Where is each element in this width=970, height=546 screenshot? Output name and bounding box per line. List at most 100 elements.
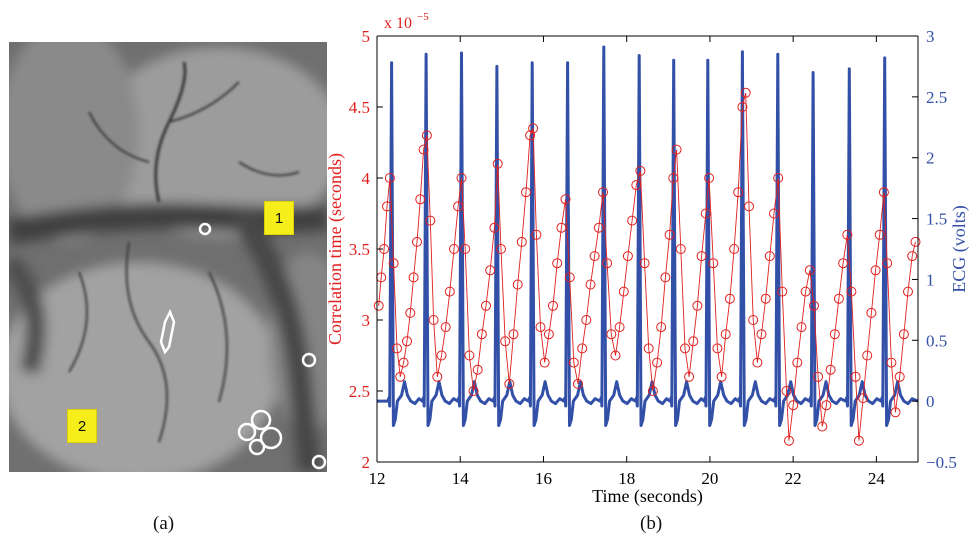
- correlation-point: [744, 201, 754, 212]
- correlation-point: [800, 286, 811, 297]
- correlation-point: [781, 386, 792, 396]
- correlation-point: [456, 173, 467, 183]
- correlation-point: [729, 244, 740, 254]
- correlation-point: [740, 87, 751, 98]
- correlation-point: [652, 357, 663, 368]
- y-left-exponent-superscript: −5: [417, 11, 429, 23]
- correlation-point: [535, 322, 546, 333]
- correlation-point: [521, 187, 531, 198]
- correlation-point: [464, 350, 475, 361]
- correlation-point: [512, 279, 523, 290]
- correlation-point: [589, 251, 600, 262]
- correlation-point: [878, 187, 889, 198]
- correlation-point: [886, 357, 897, 368]
- correlation-point: [516, 236, 527, 247]
- correlation-point: [539, 357, 550, 368]
- correlation-point: [472, 364, 483, 375]
- correlation-point: [684, 371, 695, 382]
- correlation-point: [639, 258, 650, 269]
- correlation-point: [696, 251, 707, 262]
- correlation-point: [618, 286, 629, 297]
- correlation-point: [903, 286, 913, 297]
- correlation-point: [846, 286, 857, 297]
- correlation-point: [890, 407, 901, 418]
- y-right-tick-label: 2.5: [926, 88, 947, 107]
- correlation-point: [593, 222, 604, 233]
- correlation-point: [643, 343, 654, 354]
- y-left-tick-label: 4.5: [349, 98, 370, 117]
- correlation-point: [737, 102, 748, 112]
- correlation-point: [792, 357, 803, 368]
- correlation-point: [656, 322, 667, 333]
- correlation-point: [622, 251, 633, 262]
- correlation-point: [598, 187, 608, 198]
- correlation-point: [392, 343, 402, 354]
- correlation-point: [829, 329, 840, 340]
- correlation-point: [796, 322, 807, 333]
- correlation-point: [556, 222, 567, 233]
- correlation-point: [421, 130, 432, 141]
- x-tick-label: 18: [618, 469, 635, 488]
- correlation-point: [476, 329, 487, 340]
- correlation-point: [631, 180, 642, 191]
- correlation-point: [692, 300, 703, 311]
- correlation-point: [720, 329, 731, 340]
- correlation-point: [564, 272, 575, 283]
- region-marker-1: 1: [264, 201, 294, 235]
- x-tick-label: 12: [369, 469, 386, 488]
- x-tick-label: 22: [785, 469, 802, 488]
- correlation-point: [647, 386, 658, 396]
- correlation-point: [492, 158, 503, 169]
- correlation-point: [408, 272, 419, 283]
- correlation-point: [708, 258, 719, 269]
- correlation-point: [716, 371, 727, 382]
- correlation-point: [894, 371, 905, 382]
- correlation-point: [635, 165, 646, 176]
- y-right-tick-label: 2: [926, 149, 935, 168]
- correlation-point: [440, 322, 451, 333]
- correlation-point: [700, 208, 711, 219]
- correlation-point: [838, 258, 849, 269]
- correlation-point: [504, 378, 515, 389]
- correlation-point: [853, 435, 864, 446]
- y-left-tick-label: 5: [362, 27, 371, 46]
- correlation-point: [436, 350, 447, 361]
- y-right-tick-label: 0.5: [926, 331, 947, 350]
- correlation-point: [752, 357, 763, 368]
- x-tick-label: 24: [868, 469, 886, 488]
- correlation-point: [627, 215, 638, 226]
- correlation-point: [866, 307, 877, 318]
- y-left-tick-label: 2.5: [349, 382, 370, 401]
- correlation-point: [382, 201, 392, 212]
- correlation-point: [614, 322, 625, 333]
- correlation-point: [675, 244, 686, 254]
- correlation-point: [773, 173, 784, 183]
- correlation-point: [850, 371, 861, 382]
- correlation-point: [531, 229, 542, 240]
- y-right-tick-label: −0.5: [926, 453, 957, 472]
- correlation-point: [432, 371, 443, 382]
- correlation-point: [384, 173, 395, 183]
- correlation-point: [748, 315, 759, 325]
- correlation-point: [842, 229, 853, 240]
- correlation-point: [402, 336, 412, 347]
- correlation-point: [585, 279, 596, 290]
- correlation-point: [468, 386, 479, 396]
- region-marker-2: 2: [67, 409, 97, 443]
- correlation-point: [606, 329, 617, 340]
- correlation-point: [907, 251, 918, 262]
- y-right-tick-label: 3: [926, 27, 935, 46]
- correlation-point: [825, 364, 836, 375]
- correlation-point: [660, 272, 671, 283]
- y-right-axis-label: ECG (volts): [949, 205, 970, 293]
- correlation-point: [548, 300, 558, 311]
- correlation-point: [874, 229, 885, 240]
- y-left-tick-label: 4: [362, 169, 371, 188]
- correlation-point: [412, 236, 422, 247]
- correlation-point: [500, 336, 511, 347]
- correlation-point: [833, 293, 844, 304]
- correlation-point: [395, 371, 406, 382]
- correlation-point: [664, 229, 675, 240]
- correlation-point: [405, 307, 416, 318]
